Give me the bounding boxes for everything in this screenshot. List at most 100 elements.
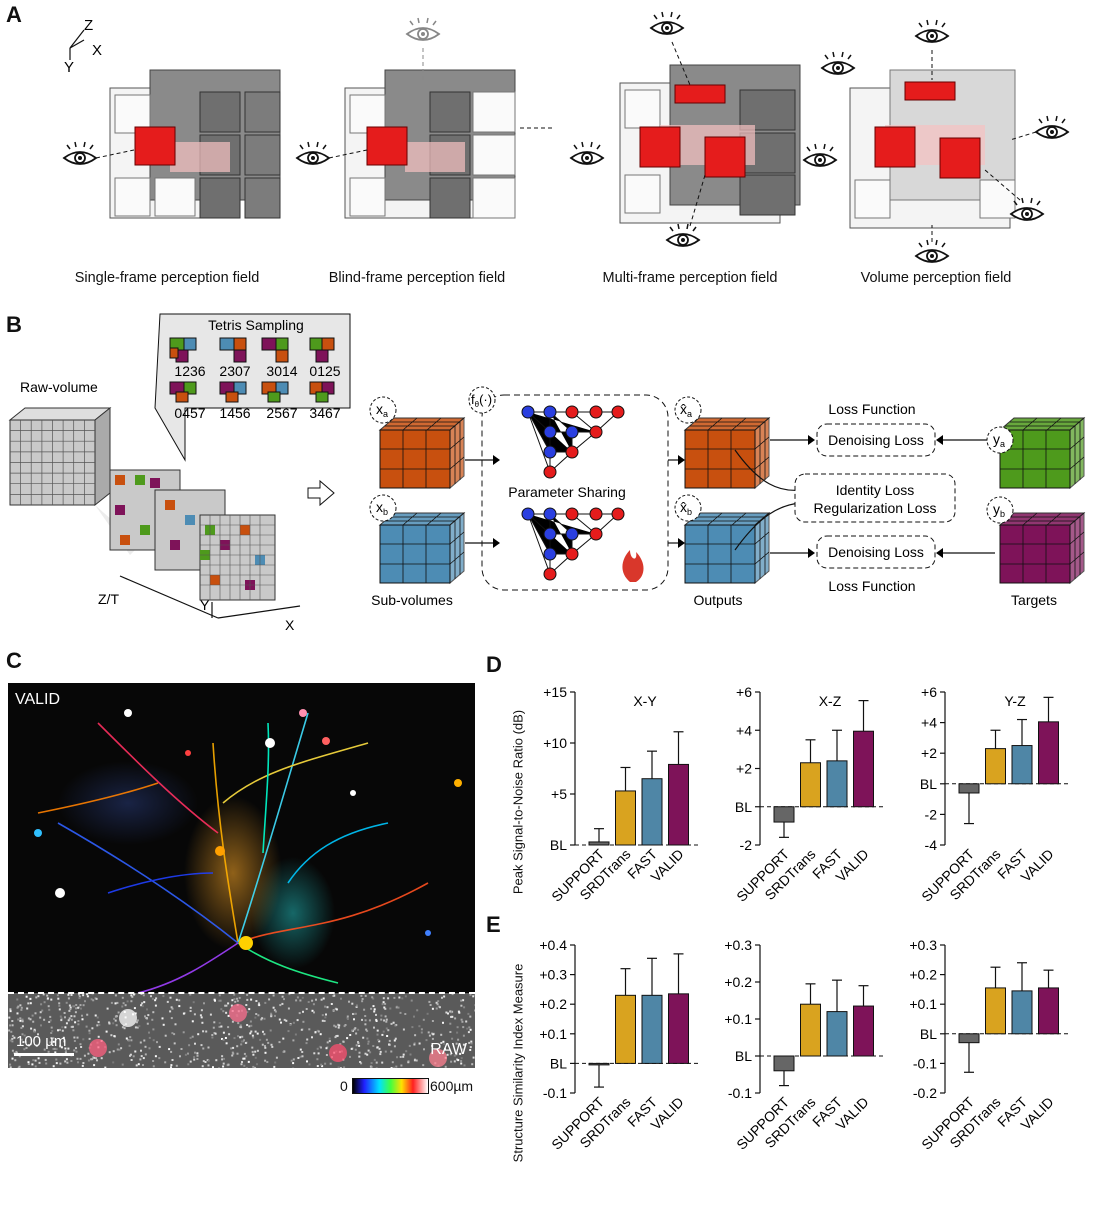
y-tick-label: +5 [551, 786, 567, 802]
xa-badge [369, 396, 397, 424]
y-tick-label: -2 [925, 806, 938, 822]
chart-title: X-Y [633, 693, 657, 709]
y-tick-label: BL [550, 1055, 567, 1071]
tetris-code-6: 1456 [219, 405, 250, 421]
f-badge [468, 386, 496, 414]
chart-title: X-Z [819, 693, 842, 709]
tetris-code-1: 1236 [174, 363, 205, 379]
caption-blind-frame: Blind-frame perception field [328, 270, 506, 286]
bar [668, 763, 689, 846]
microscopy-image: VALID RAW 100 µm [8, 683, 475, 1068]
bar [773, 1055, 795, 1072]
chart-title: Y-Z [1004, 693, 1026, 709]
bar [826, 1011, 848, 1057]
denoising-loss-top-box [816, 423, 936, 457]
xhat-a-label: x̂a [680, 401, 692, 419]
xhat-b-badge [674, 494, 702, 522]
raw-tag: RAW [430, 1041, 467, 1058]
yb-badge [986, 496, 1014, 524]
bar [1011, 990, 1033, 1035]
y-tick-label: +0.3 [539, 967, 567, 983]
bar [853, 1005, 874, 1057]
xhat-a-badge [674, 396, 702, 424]
y-tick-label: BL [735, 1048, 752, 1064]
y-tick-label: +15 [543, 684, 567, 700]
regularization-loss: Regularization Loss [814, 500, 937, 516]
y-tick-label: +0.2 [724, 974, 752, 990]
y-tick-label: -2 [740, 837, 753, 853]
colorbar-max: 600µm [430, 1078, 474, 1094]
y-tick-label: -0.1 [728, 1085, 752, 1101]
bar [641, 994, 663, 1064]
bar [1011, 745, 1033, 785]
panel-label-e: E [486, 912, 501, 937]
xb-badge [369, 494, 397, 522]
caption-single-frame: Single-frame perception field [74, 270, 260, 286]
y-tick-label: +4 [736, 722, 752, 738]
denoising-loss-bottom: Denoising Loss [828, 544, 924, 560]
sampled-volumes [109, 469, 276, 601]
cube-blind-frame [344, 69, 516, 219]
panel-label-c: C [6, 648, 22, 673]
y-tick-label: BL [920, 1026, 937, 1042]
bar [641, 778, 663, 846]
tetris-code-5: 0457 [174, 405, 205, 421]
bar [958, 1033, 980, 1044]
bar [1038, 987, 1059, 1035]
xhat-b-label: x̂b [680, 499, 692, 517]
panel-b-axes [119, 575, 301, 619]
panel-label-a: A [6, 2, 22, 27]
ya-label: ya [993, 431, 1005, 449]
bar [668, 993, 689, 1064]
caption-multi-frame: Multi-frame perception field [602, 270, 778, 286]
y-tick-label: +0.4 [539, 937, 567, 953]
tetris-code-4: 0125 [309, 363, 340, 379]
denoising-loss-top: Denoising Loss [828, 432, 924, 448]
y-tick-label: +0.2 [909, 967, 937, 983]
targets-label: Targets [1011, 592, 1057, 608]
loss-function-top: Loss Function [828, 401, 915, 417]
bar [985, 748, 1006, 785]
tetris-code-8: 3467 [309, 405, 340, 421]
axis-z-label: Z [84, 17, 93, 34]
process-arrow-icon [307, 479, 335, 507]
network-top-icon [521, 405, 625, 479]
yb-label: yb [993, 501, 1005, 519]
raw-noise [8, 993, 475, 1068]
panel-label-d: D [486, 652, 502, 677]
bar [615, 994, 636, 1064]
y-tick-label: +0.1 [909, 996, 937, 1012]
tetris-code-7: 2567 [266, 405, 297, 421]
ya-badge [986, 426, 1014, 454]
tetris-code-2: 2307 [219, 363, 250, 379]
xa-label: xa [376, 401, 388, 419]
network-box [481, 394, 669, 591]
bar [985, 987, 1006, 1035]
cube-single-frame [109, 69, 281, 219]
bar [826, 760, 848, 808]
axis-zt-label: Z/T [98, 591, 119, 607]
sub-volumes-label: Sub-volumes [371, 592, 453, 608]
y-tick-label: BL [735, 799, 752, 815]
bar [800, 762, 821, 808]
raw-volume-label: Raw-volume [20, 379, 98, 395]
axis-x-label: X [92, 42, 102, 59]
y-tick-label: +0.3 [909, 937, 937, 953]
colorbar [352, 1078, 429, 1094]
tetris-callout [154, 313, 351, 462]
y-tick-label: +0.2 [539, 996, 567, 1012]
axis-indicator [69, 29, 85, 60]
denoising-loss-bottom-box [816, 535, 936, 569]
tetris-code-3: 3014 [266, 363, 297, 379]
y-tick-label: +0.1 [539, 1026, 567, 1042]
y-tick-label: +0.3 [724, 937, 752, 953]
bar [800, 1003, 821, 1057]
y-tick-label: +6 [736, 684, 752, 700]
y-tick-label: -0.1 [913, 1055, 937, 1071]
axis-y-label: Y [64, 59, 74, 76]
valid-tag: VALID [15, 691, 61, 708]
flame-icon [622, 550, 644, 582]
y-tick-label: +4 [921, 715, 937, 731]
y-tick-label: -0.2 [913, 1085, 937, 1101]
